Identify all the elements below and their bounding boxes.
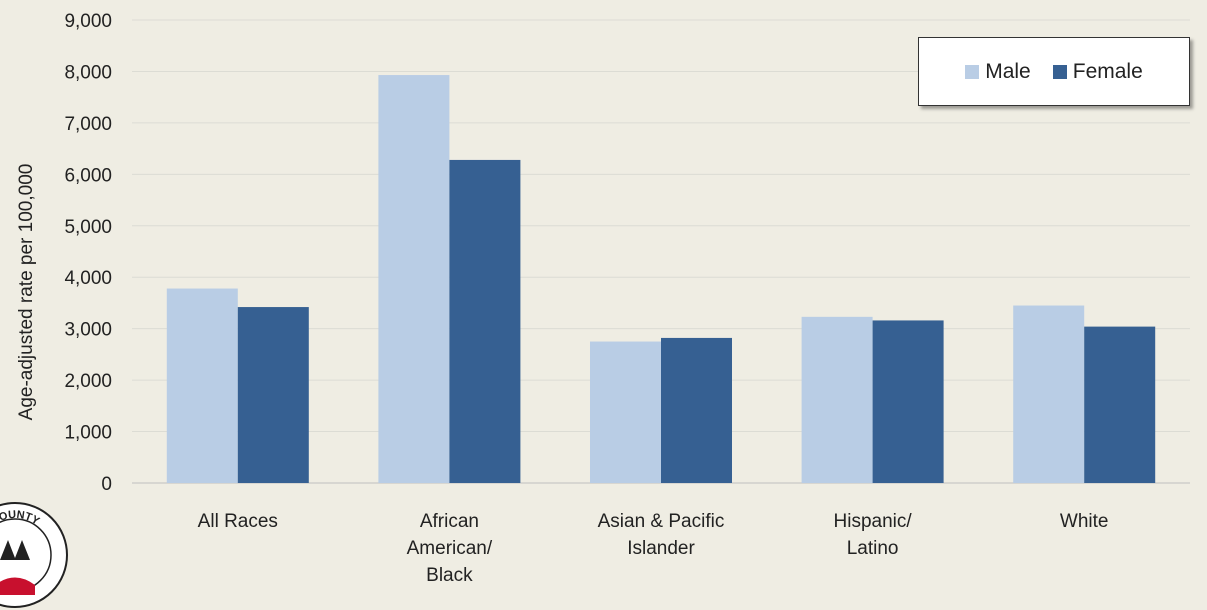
y-tick-label: 9,000 [64, 11, 112, 32]
x-axis-categories: All Races African American/Black Asian & Pa… [198, 511, 1109, 586]
y-tick-label: 8,000 [64, 62, 112, 83]
bar-female [1084, 326, 1156, 483]
y-axis-ticks: 0 1,000 2,000 3,000 4,000 5,000 6,000 7,000 8,00… [64, 11, 112, 495]
legend-item-male: Male [965, 60, 1031, 84]
x-category-label: White [1060, 511, 1109, 532]
y-tick-label: 5,000 [64, 217, 112, 238]
bars [166, 75, 1156, 483]
legend-label-male: Male [985, 59, 1031, 83]
y-axis-label: Age-adjusted rate per 100,000 [16, 164, 37, 421]
bar-male [166, 288, 238, 483]
x-category-label: Islander [627, 538, 695, 559]
bar-female [661, 337, 732, 483]
bar-female [449, 159, 521, 483]
legend: Male Female [918, 37, 1190, 106]
department-seal-logo: COUNTY [0, 502, 68, 608]
y-tick-label: 4,000 [64, 268, 112, 289]
legend-swatch-female [1052, 64, 1067, 79]
bar-male [1013, 305, 1085, 483]
x-category-label: American/ [407, 538, 493, 559]
bar-male [801, 316, 873, 483]
x-category-label: Latino [847, 538, 899, 559]
x-category-label: Black [426, 565, 473, 586]
bar-female [237, 307, 309, 483]
y-tick-label: 3,000 [64, 320, 112, 341]
y-tick-label: 2,000 [64, 371, 112, 392]
y-tick-label: 0 [101, 474, 112, 495]
legend-swatch-male [965, 64, 980, 79]
y-tick-label: 1,000 [64, 423, 112, 444]
y-tick-label: 7,000 [64, 114, 112, 135]
x-category-label: All Races [198, 511, 278, 532]
bar-chart: 0 1,000 2,000 3,000 4,000 5,000 6,000 7,000 8,00… [16, 11, 1190, 586]
bar-female [872, 320, 944, 483]
x-category-label: Asian & Pacific [598, 511, 725, 532]
x-category-label: Hispanic/ [834, 511, 913, 532]
x-category-label: African [420, 511, 479, 532]
bar-male [378, 75, 450, 483]
legend-label-female: Female [1072, 59, 1143, 83]
y-tick-label: 6,000 [64, 165, 112, 186]
bar-male [590, 341, 661, 483]
legend-item-female: Female [1052, 59, 1143, 84]
